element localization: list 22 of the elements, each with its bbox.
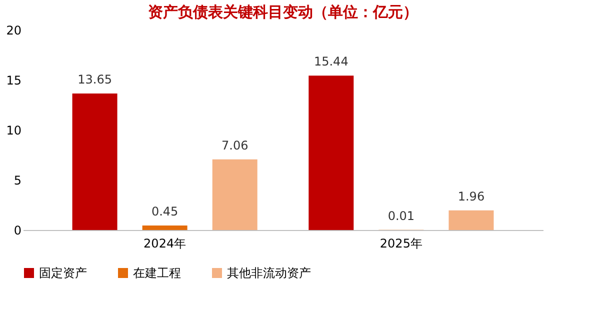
x-tick-label: 2024年 <box>144 236 186 250</box>
bar <box>142 226 188 230</box>
y-tick-label: 0 <box>14 224 22 238</box>
data-label: 0.01 <box>388 208 415 223</box>
y-tick-label: 10 <box>6 124 22 138</box>
legend-label: 在建工程 <box>133 266 181 280</box>
data-label: 7.06 <box>221 138 248 152</box>
legend-label: 其他非流动资产 <box>227 266 311 280</box>
y-tick-label: 15 <box>6 74 22 88</box>
data-label: 1.96 <box>458 189 485 204</box>
data-label: 13.65 <box>78 72 112 86</box>
bar <box>72 94 118 230</box>
legend-label: 固定资产 <box>39 266 87 280</box>
y-tick-label: 5 <box>14 174 22 188</box>
bar <box>212 159 258 230</box>
y-tick-label: 20 <box>6 24 22 38</box>
data-label: 0.45 <box>151 204 178 218</box>
bar <box>308 76 354 230</box>
chart-title: 资产负债表关键科目变动（单位：亿元） <box>148 3 418 21</box>
x-tick-label: 2025年 <box>380 236 422 250</box>
bar <box>448 210 494 230</box>
data-label: 15.44 <box>314 54 348 69</box>
